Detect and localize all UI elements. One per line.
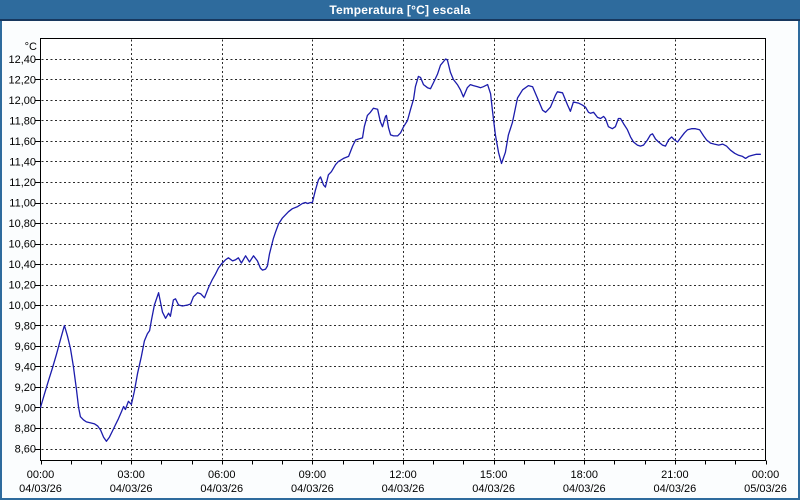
y-axis-labels: 12,40 12,20 12,00 11,80 11,60 11,40 11,20 11,00…	[8, 54, 36, 456]
y-tick-label: 12,00	[8, 95, 36, 107]
y-tick-label: 9,40	[15, 362, 36, 374]
x-tick-time-label: 12:00	[389, 469, 417, 481]
x-tick-time-label: 03:00	[117, 469, 145, 481]
y-tick-label: 11,40	[9, 157, 36, 169]
y-tick-label: 11,80	[9, 116, 36, 128]
x-tick-date-label: 05/03/26	[744, 483, 787, 495]
x-tick-date-label: 04/03/26	[110, 483, 153, 495]
window-titlebar[interactable]: Temperatura [°C] escala	[0, 0, 800, 21]
y-tick-label: 8,60	[15, 444, 36, 456]
x-tick-time-label: 06:00	[208, 469, 236, 481]
y-tick-label: 10,40	[8, 259, 36, 271]
y-tick-label: 11,00	[9, 198, 36, 210]
window-title: Temperatura [°C] escala	[329, 2, 471, 17]
axis-ticks	[35, 59, 767, 465]
x-tick-date-label: 04/03/26	[472, 483, 515, 495]
y-tick-label: 10,00	[8, 300, 36, 312]
y-tick-label: 9,00	[15, 403, 36, 415]
y-tick-label: 11,20	[9, 177, 36, 189]
x-tick-date-label: 04/03/26	[563, 483, 606, 495]
y-tick-label: 12,20	[8, 75, 36, 87]
y-tick-label: 9,60	[15, 341, 36, 353]
y-tick-label: 9,80	[15, 321, 36, 333]
x-tick-time-label: 09:00	[299, 469, 327, 481]
x-tick-date-label: 04/03/26	[291, 483, 334, 495]
x-tick-date-label: 04/03/26	[19, 483, 62, 495]
y-tick-label: 10,20	[8, 280, 36, 292]
x-tick-time-label: 00:00	[27, 469, 55, 481]
y-axis-unit-label: °C	[25, 41, 37, 53]
x-tick-time-label: 18:00	[570, 469, 598, 481]
plot-background	[40, 38, 766, 461]
temperature-line	[39, 58, 762, 442]
x-tick-date-label: 04/03/26	[382, 483, 425, 495]
y-tick-label: 12,40	[8, 54, 36, 66]
plot-area	[2, 21, 798, 498]
y-tick-label: 10,60	[8, 239, 36, 251]
x-tick-time-label: 21:00	[661, 469, 689, 481]
x-tick-time-label: 15:00	[480, 469, 508, 481]
y-tick-label: 11,60	[9, 136, 36, 148]
x-tick-date-label: 04/03/26	[653, 483, 696, 495]
x-axis-labels: 00:00 04/03/26 03:00 04/03/26 06:00 04/03/26 0…	[19, 469, 787, 495]
y-tick-label: 8,80	[15, 423, 36, 435]
x-tick-time-label: 00:00	[752, 469, 780, 481]
y-tick-label: 9,20	[15, 382, 36, 394]
gridlines	[41, 39, 765, 460]
y-tick-label: 10,80	[8, 218, 36, 230]
x-tick-date-label: 04/03/26	[200, 483, 243, 495]
temperature-series	[39, 58, 762, 442]
